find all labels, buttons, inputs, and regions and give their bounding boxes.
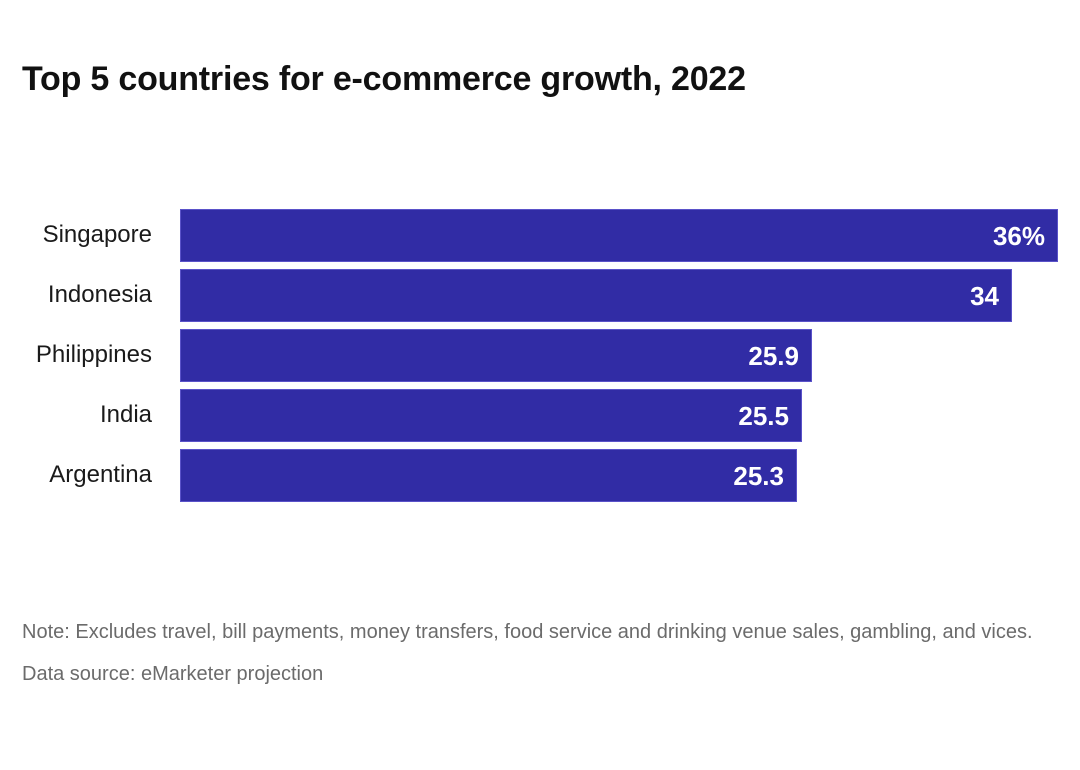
bar-india[interactable]: 25.5 — [180, 389, 802, 442]
bar-value-label: 36% — [992, 220, 1045, 251]
bar-track: 25.9 — [180, 329, 1080, 382]
category-label-indonesia: Indonesia — [47, 281, 152, 308]
plot-area: Singapore 36% Indonesia 34 Philippines 2… — [0, 205, 1080, 510]
bar-value-label: 34 — [970, 280, 999, 311]
footnotes: Note: Excludes travel, bill payments, mo… — [22, 618, 1068, 688]
category-label-argentina: Argentina — [49, 461, 152, 488]
category-label-india: India — [99, 401, 152, 428]
bar-track: 25.3 — [180, 449, 1080, 502]
bar-value-label: 25.5 — [738, 400, 789, 431]
bar-track: 36% — [180, 209, 1080, 262]
bar-row: Indonesia 34 — [0, 265, 1080, 325]
bar-track: 34 — [180, 269, 1080, 322]
bar-value-label: 25.3 — [733, 460, 784, 491]
bar-singapore[interactable]: 36% — [180, 209, 1058, 262]
category-label-singapore: Singapore — [42, 221, 152, 248]
chart-note: Note: Excludes travel, bill payments, mo… — [22, 621, 1033, 643]
bar-row: India 25.5 — [0, 385, 1080, 445]
category-label-philippines: Philippines — [35, 341, 152, 368]
bar-value-label: 25.9 — [748, 340, 799, 371]
bar-philippines[interactable]: 25.9 — [180, 329, 812, 382]
bar-indonesia[interactable]: 34 — [180, 269, 1012, 322]
chart-title: Top 5 countries for e-commerce growth, 2… — [22, 60, 746, 98]
bar-row: Philippines 25.9 — [0, 325, 1080, 385]
chart-data-source: Data source: eMarketer projection — [22, 663, 324, 685]
bar-row: Singapore 36% — [0, 205, 1080, 265]
bar-argentina[interactable]: 25.3 — [180, 449, 797, 502]
bar-row: Argentina 25.3 — [0, 445, 1080, 505]
bar-track: 25.5 — [180, 389, 1080, 442]
